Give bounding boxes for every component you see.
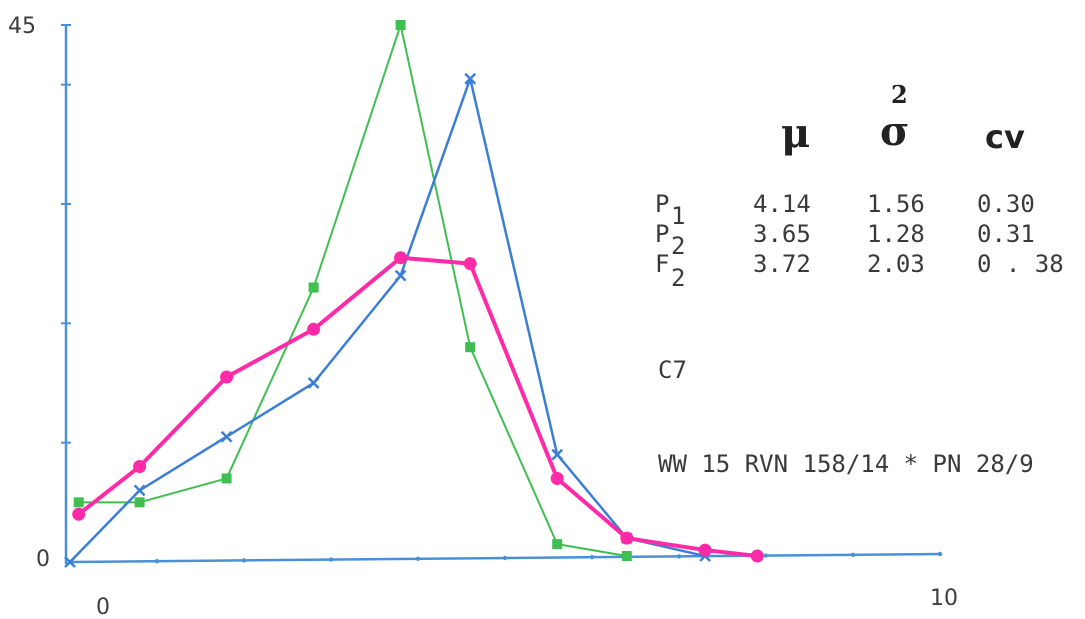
x-tick: [763, 553, 769, 558]
data-point: [394, 269, 407, 282]
x-tick-label-min: 0: [96, 595, 110, 619]
data-point: [395, 20, 406, 30]
row-name: P: [655, 190, 670, 218]
data-point: [307, 377, 320, 389]
data-point: [750, 549, 764, 563]
mu-value: 3.65: [753, 220, 811, 248]
x-tick: [937, 551, 943, 557]
sigma-header: σ: [880, 108, 910, 155]
x-tick: [328, 557, 334, 562]
mu-value: 4.14: [753, 190, 811, 218]
data-point: [394, 251, 408, 265]
stats-row-p2: P 2 3.65 1.28 0.31: [655, 220, 1075, 260]
stats-row-p1: P 1 4.14 1.56 0.30: [655, 190, 1075, 230]
series-line: [69, 77, 706, 563]
cv-header: cv: [985, 118, 1025, 156]
row-subscript: 2: [671, 232, 686, 260]
data-point: [220, 430, 233, 443]
data-point: [64, 556, 76, 568]
cv-value: 0.30: [977, 190, 1035, 218]
data-point: [308, 282, 319, 293]
series-layer: [64, 20, 764, 568]
cv-value: 0.31: [977, 220, 1035, 248]
data-point: [72, 507, 86, 521]
x-tick: [676, 554, 682, 559]
sigma2-value: 1.28: [867, 220, 925, 248]
series-circle: [72, 251, 764, 563]
data-point: [465, 342, 476, 353]
data-point: [698, 543, 712, 557]
data-point: [220, 370, 234, 384]
x-tick: [415, 556, 421, 561]
row-subscript: 2: [671, 264, 686, 292]
x-tick: [589, 555, 595, 560]
series-square: [73, 20, 632, 562]
series-line: [78, 24, 627, 558]
x-tick: [241, 558, 247, 563]
x-tick: [154, 559, 160, 564]
y-tick-label-min: 0: [36, 547, 50, 572]
stats-table: μ 2 σ cv P 1 4.14 1.56 0.30 P 2 3.65 1.2…: [655, 80, 1075, 300]
cross-label: WW 15 RVN 158/14 * PN 28/9: [658, 450, 1034, 478]
sigma-superscript: 2: [891, 80, 908, 109]
data-point: [621, 551, 632, 562]
data-point: [73, 497, 84, 508]
row-subscript: 1: [671, 202, 686, 230]
data-point: [221, 473, 232, 484]
plant-code: C7: [658, 356, 687, 384]
y-tick-label-max: 45: [8, 14, 36, 39]
cv-value: 0 . 38: [977, 250, 1064, 278]
data-point: [551, 448, 564, 461]
x-tick: [502, 555, 508, 561]
axes: 45 0 0 10: [8, 14, 958, 619]
data-point: [134, 497, 145, 508]
data-point: [133, 484, 146, 497]
data-point: [463, 257, 477, 271]
data-point: [550, 471, 564, 485]
data-point: [464, 72, 477, 85]
x-tick: [850, 552, 856, 557]
mu-header: μ: [781, 110, 811, 157]
data-point: [133, 460, 147, 474]
series-line: [77, 255, 758, 559]
mu-value: 3.72: [753, 250, 811, 278]
data-point: [552, 539, 563, 550]
row-name: P: [655, 220, 670, 248]
sigma2-value: 1.56: [867, 190, 925, 218]
data-point: [307, 322, 321, 336]
x-tick-label-max: 10: [930, 586, 958, 611]
sigma2-value: 2.03: [867, 250, 925, 278]
row-name: F: [655, 250, 670, 278]
stats-row-f2: F 2 3.72 2.03 0 . 38: [655, 250, 1075, 292]
data-point: [620, 531, 634, 545]
series-x: [64, 72, 711, 568]
